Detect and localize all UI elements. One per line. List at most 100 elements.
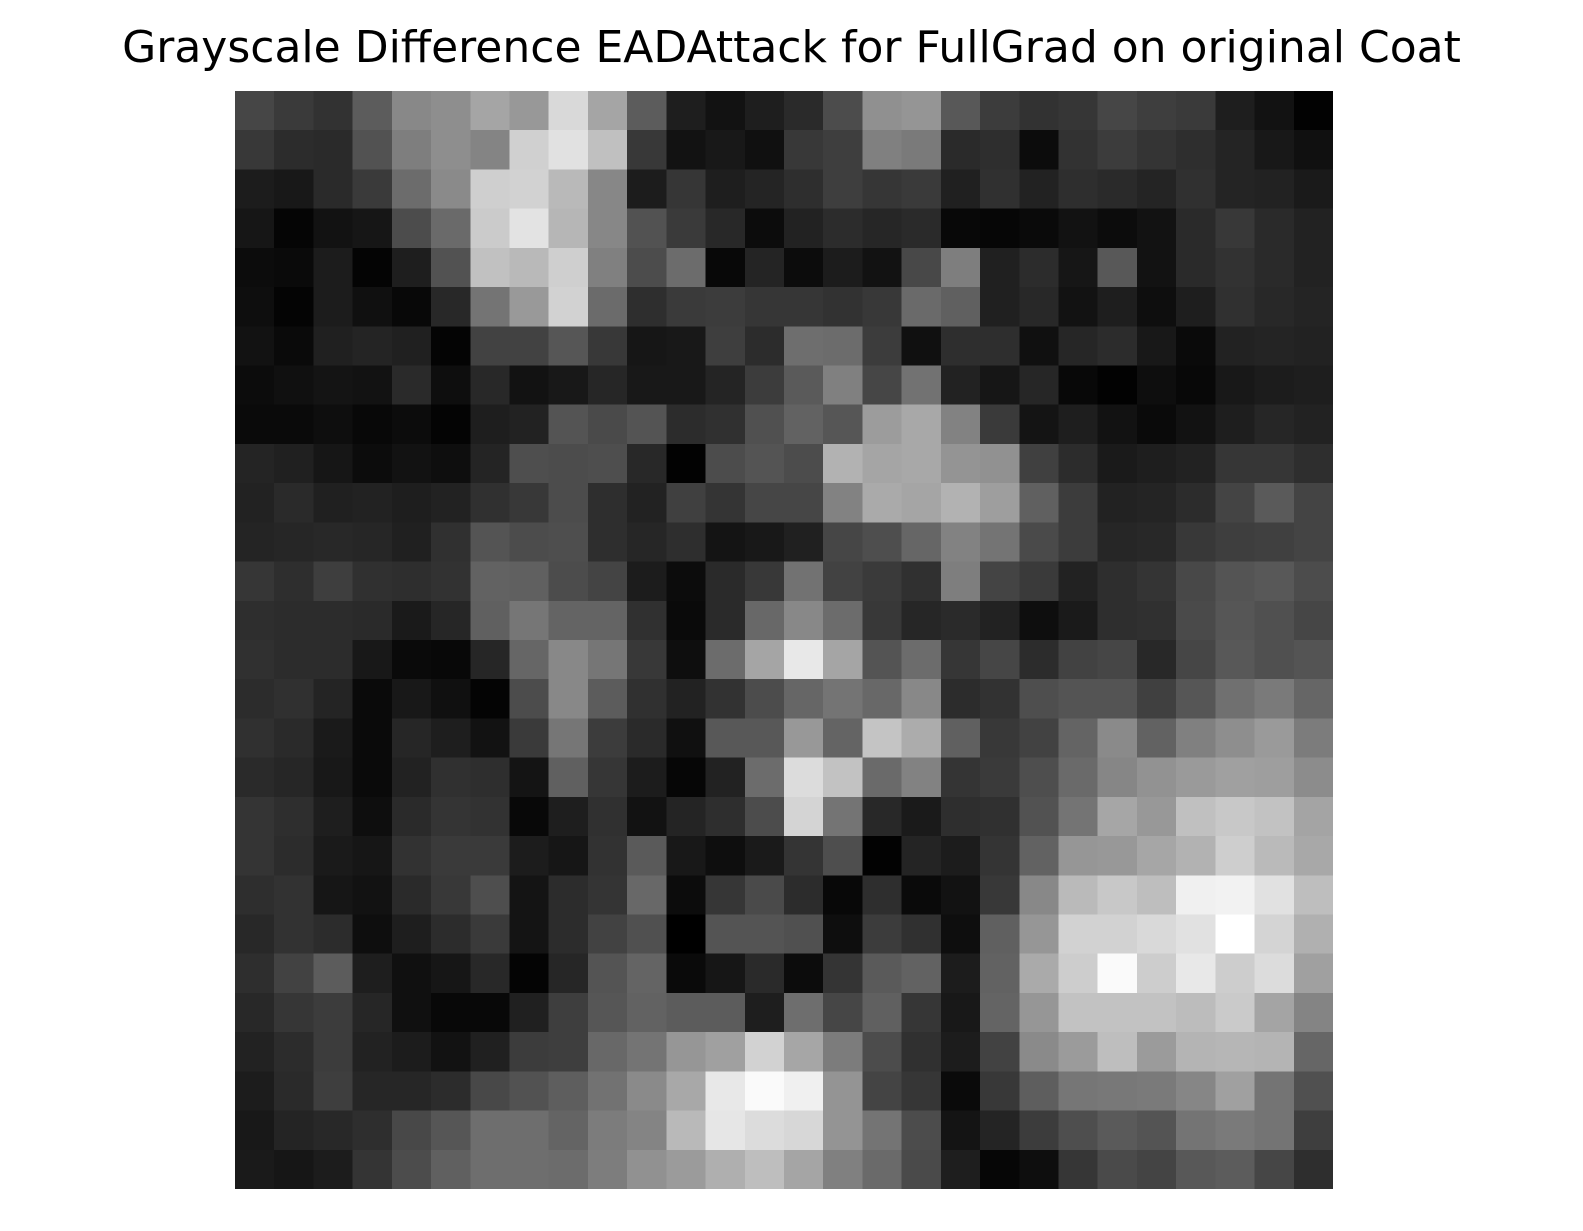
heatmap-cell-r1-c19 <box>980 130 1020 171</box>
heatmap-cell-r15-c1 <box>274 679 315 720</box>
heatmap-cell-r4-c13 <box>744 247 785 288</box>
heatmap-cell-r6-c24 <box>1176 326 1216 367</box>
heatmap-cell-r16-c7 <box>509 718 550 759</box>
heatmap-cell-r9-c26 <box>1254 443 1295 484</box>
heatmap-cell-r20-c23 <box>1136 875 1177 916</box>
heatmap-cell-r20-c26 <box>1254 875 1295 916</box>
heatmap-cell-r4-c14 <box>784 247 824 288</box>
heatmap-cell-r11-c7 <box>509 522 550 563</box>
heatmap-cell-r27-c13 <box>744 1149 785 1189</box>
heatmap-cell-r21-c26 <box>1254 914 1295 955</box>
heatmap-cell-r17-c9 <box>587 757 628 798</box>
heatmap-cell-r2-c17 <box>901 169 942 210</box>
heatmap-cell-r17-c6 <box>470 757 511 798</box>
heatmap-cell-r12-c3 <box>352 561 393 602</box>
heatmap-cell-r9-c5 <box>431 443 471 484</box>
heatmap-cell-r18-c8 <box>548 796 589 837</box>
heatmap-cell-r25-c4 <box>391 1071 432 1112</box>
heatmap-cell-r13-c3 <box>352 600 393 641</box>
heatmap-cell-r20-c18 <box>940 875 981 916</box>
heatmap-cell-r22-c19 <box>980 953 1020 994</box>
heatmap-cell-r13-c14 <box>784 600 824 641</box>
heatmap-cell-r18-c1 <box>274 796 315 837</box>
heatmap-cell-r21-c11 <box>666 914 707 955</box>
heatmap-cell-r24-c12 <box>705 1032 746 1072</box>
heatmap-cell-r22-c8 <box>548 953 589 994</box>
heatmap-cell-r22-c22 <box>1097 953 1138 994</box>
heatmap-cell-r19-c14 <box>784 836 824 876</box>
heatmap-cell-r2-c12 <box>705 169 746 210</box>
heatmap-cell-r6-c23 <box>1136 326 1177 367</box>
heatmap-cell-r22-c7 <box>509 953 550 994</box>
heatmap-cell-r19-c25 <box>1215 836 1256 876</box>
heatmap-cell-r9-c10 <box>627 443 667 484</box>
heatmap-cell-r26-c3 <box>352 1110 393 1151</box>
heatmap-cell-r23-c21 <box>1058 992 1099 1033</box>
heatmap-cell-r19-c1 <box>274 836 315 876</box>
heatmap-cell-r5-c16 <box>862 287 903 327</box>
heatmap-cell-r18-c24 <box>1176 796 1216 837</box>
heatmap-cell-r16-c19 <box>980 718 1020 759</box>
heatmap-cell-r26-c16 <box>862 1110 903 1151</box>
heatmap-cell-r21-c24 <box>1176 914 1216 955</box>
heatmap-cell-r19-c2 <box>313 836 354 876</box>
heatmap-cell-r26-c22 <box>1097 1110 1138 1151</box>
heatmap-cell-r12-c20 <box>1019 561 1060 602</box>
heatmap-cell-r11-c9 <box>587 522 628 563</box>
heatmap-cell-r4-c27 <box>1293 247 1333 288</box>
heatmap-cell-r26-c11 <box>666 1110 707 1151</box>
heatmap-cell-r13-c12 <box>705 600 746 641</box>
heatmap-cell-r7-c9 <box>587 365 628 406</box>
heatmap-cell-r18-c20 <box>1019 796 1060 837</box>
heatmap-cell-r19-c4 <box>391 836 432 876</box>
heatmap-cell-r0-c6 <box>470 91 511 131</box>
heatmap-cell-r11-c16 <box>862 522 903 563</box>
chart-title: Grayscale Difference EADAttack for FullG… <box>122 22 1461 73</box>
heatmap-cell-r12-c24 <box>1176 561 1216 602</box>
heatmap-cell-r18-c10 <box>627 796 667 837</box>
heatmap-cell-r24-c21 <box>1058 1032 1099 1072</box>
heatmap-cell-r22-c13 <box>744 953 785 994</box>
heatmap-cell-r11-c6 <box>470 522 511 563</box>
heatmap-cell-r16-c13 <box>744 718 785 759</box>
heatmap-cell-r10-c10 <box>627 483 667 523</box>
heatmap-cell-r19-c19 <box>980 836 1020 876</box>
heatmap-cell-r8-c12 <box>705 404 746 445</box>
heatmap-cell-r3-c6 <box>470 208 511 249</box>
heatmap-cell-r9-c0 <box>235 443 275 484</box>
heatmap-cell-r19-c27 <box>1293 836 1333 876</box>
heatmap-cell-r17-c1 <box>274 757 315 798</box>
heatmap-cell-r8-c27 <box>1293 404 1333 445</box>
heatmap-cell-r3-c17 <box>901 208 942 249</box>
heatmap-cell-r26-c10 <box>627 1110 667 1151</box>
heatmap-cell-r22-c14 <box>784 953 824 994</box>
heatmap-cell-r2-c2 <box>313 169 354 210</box>
heatmap-cell-r1-c14 <box>784 130 824 171</box>
heatmap-cell-r14-c4 <box>391 640 432 680</box>
heatmap-cell-r5-c6 <box>470 287 511 327</box>
heatmap-cell-r10-c15 <box>823 483 864 523</box>
heatmap-cell-r22-c12 <box>705 953 746 994</box>
heatmap-cell-r7-c16 <box>862 365 903 406</box>
heatmap-cell-r9-c13 <box>744 443 785 484</box>
heatmap-cell-r24-c23 <box>1136 1032 1177 1072</box>
heatmap-cell-r5-c23 <box>1136 287 1177 327</box>
heatmap-cell-r2-c26 <box>1254 169 1295 210</box>
heatmap-cell-r1-c10 <box>627 130 667 171</box>
heatmap-cell-r0-c17 <box>901 91 942 131</box>
heatmap-cell-r25-c6 <box>470 1071 511 1112</box>
heatmap-cell-r18-c9 <box>587 796 628 837</box>
heatmap-cell-r18-c14 <box>784 796 824 837</box>
heatmap-cell-r15-c20 <box>1019 679 1060 720</box>
heatmap-cell-r3-c18 <box>940 208 981 249</box>
heatmap-cell-r24-c15 <box>823 1032 864 1072</box>
heatmap-cell-r6-c17 <box>901 326 942 367</box>
heatmap-cell-r27-c24 <box>1176 1149 1216 1189</box>
heatmap-cell-r26-c6 <box>470 1110 511 1151</box>
heatmap-cell-r13-c2 <box>313 600 354 641</box>
heatmap-cell-r7-c11 <box>666 365 707 406</box>
heatmap-cell-r2-c6 <box>470 169 511 210</box>
heatmap-cell-r19-c17 <box>901 836 942 876</box>
heatmap-cell-r8-c10 <box>627 404 667 445</box>
heatmap-cell-r2-c14 <box>784 169 824 210</box>
